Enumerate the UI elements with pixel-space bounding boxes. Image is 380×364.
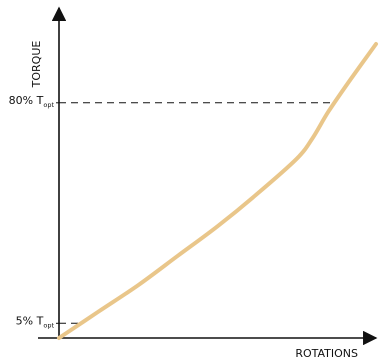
y-axis-label: TORQUE — [30, 41, 43, 89]
y-tick-label-1: 5% Topt — [16, 314, 55, 329]
torque-curve — [57, 42, 378, 340]
y-tick-label-2: 80% Topt — [9, 94, 55, 109]
x-axis-label: ROTATIONS — [295, 347, 358, 360]
